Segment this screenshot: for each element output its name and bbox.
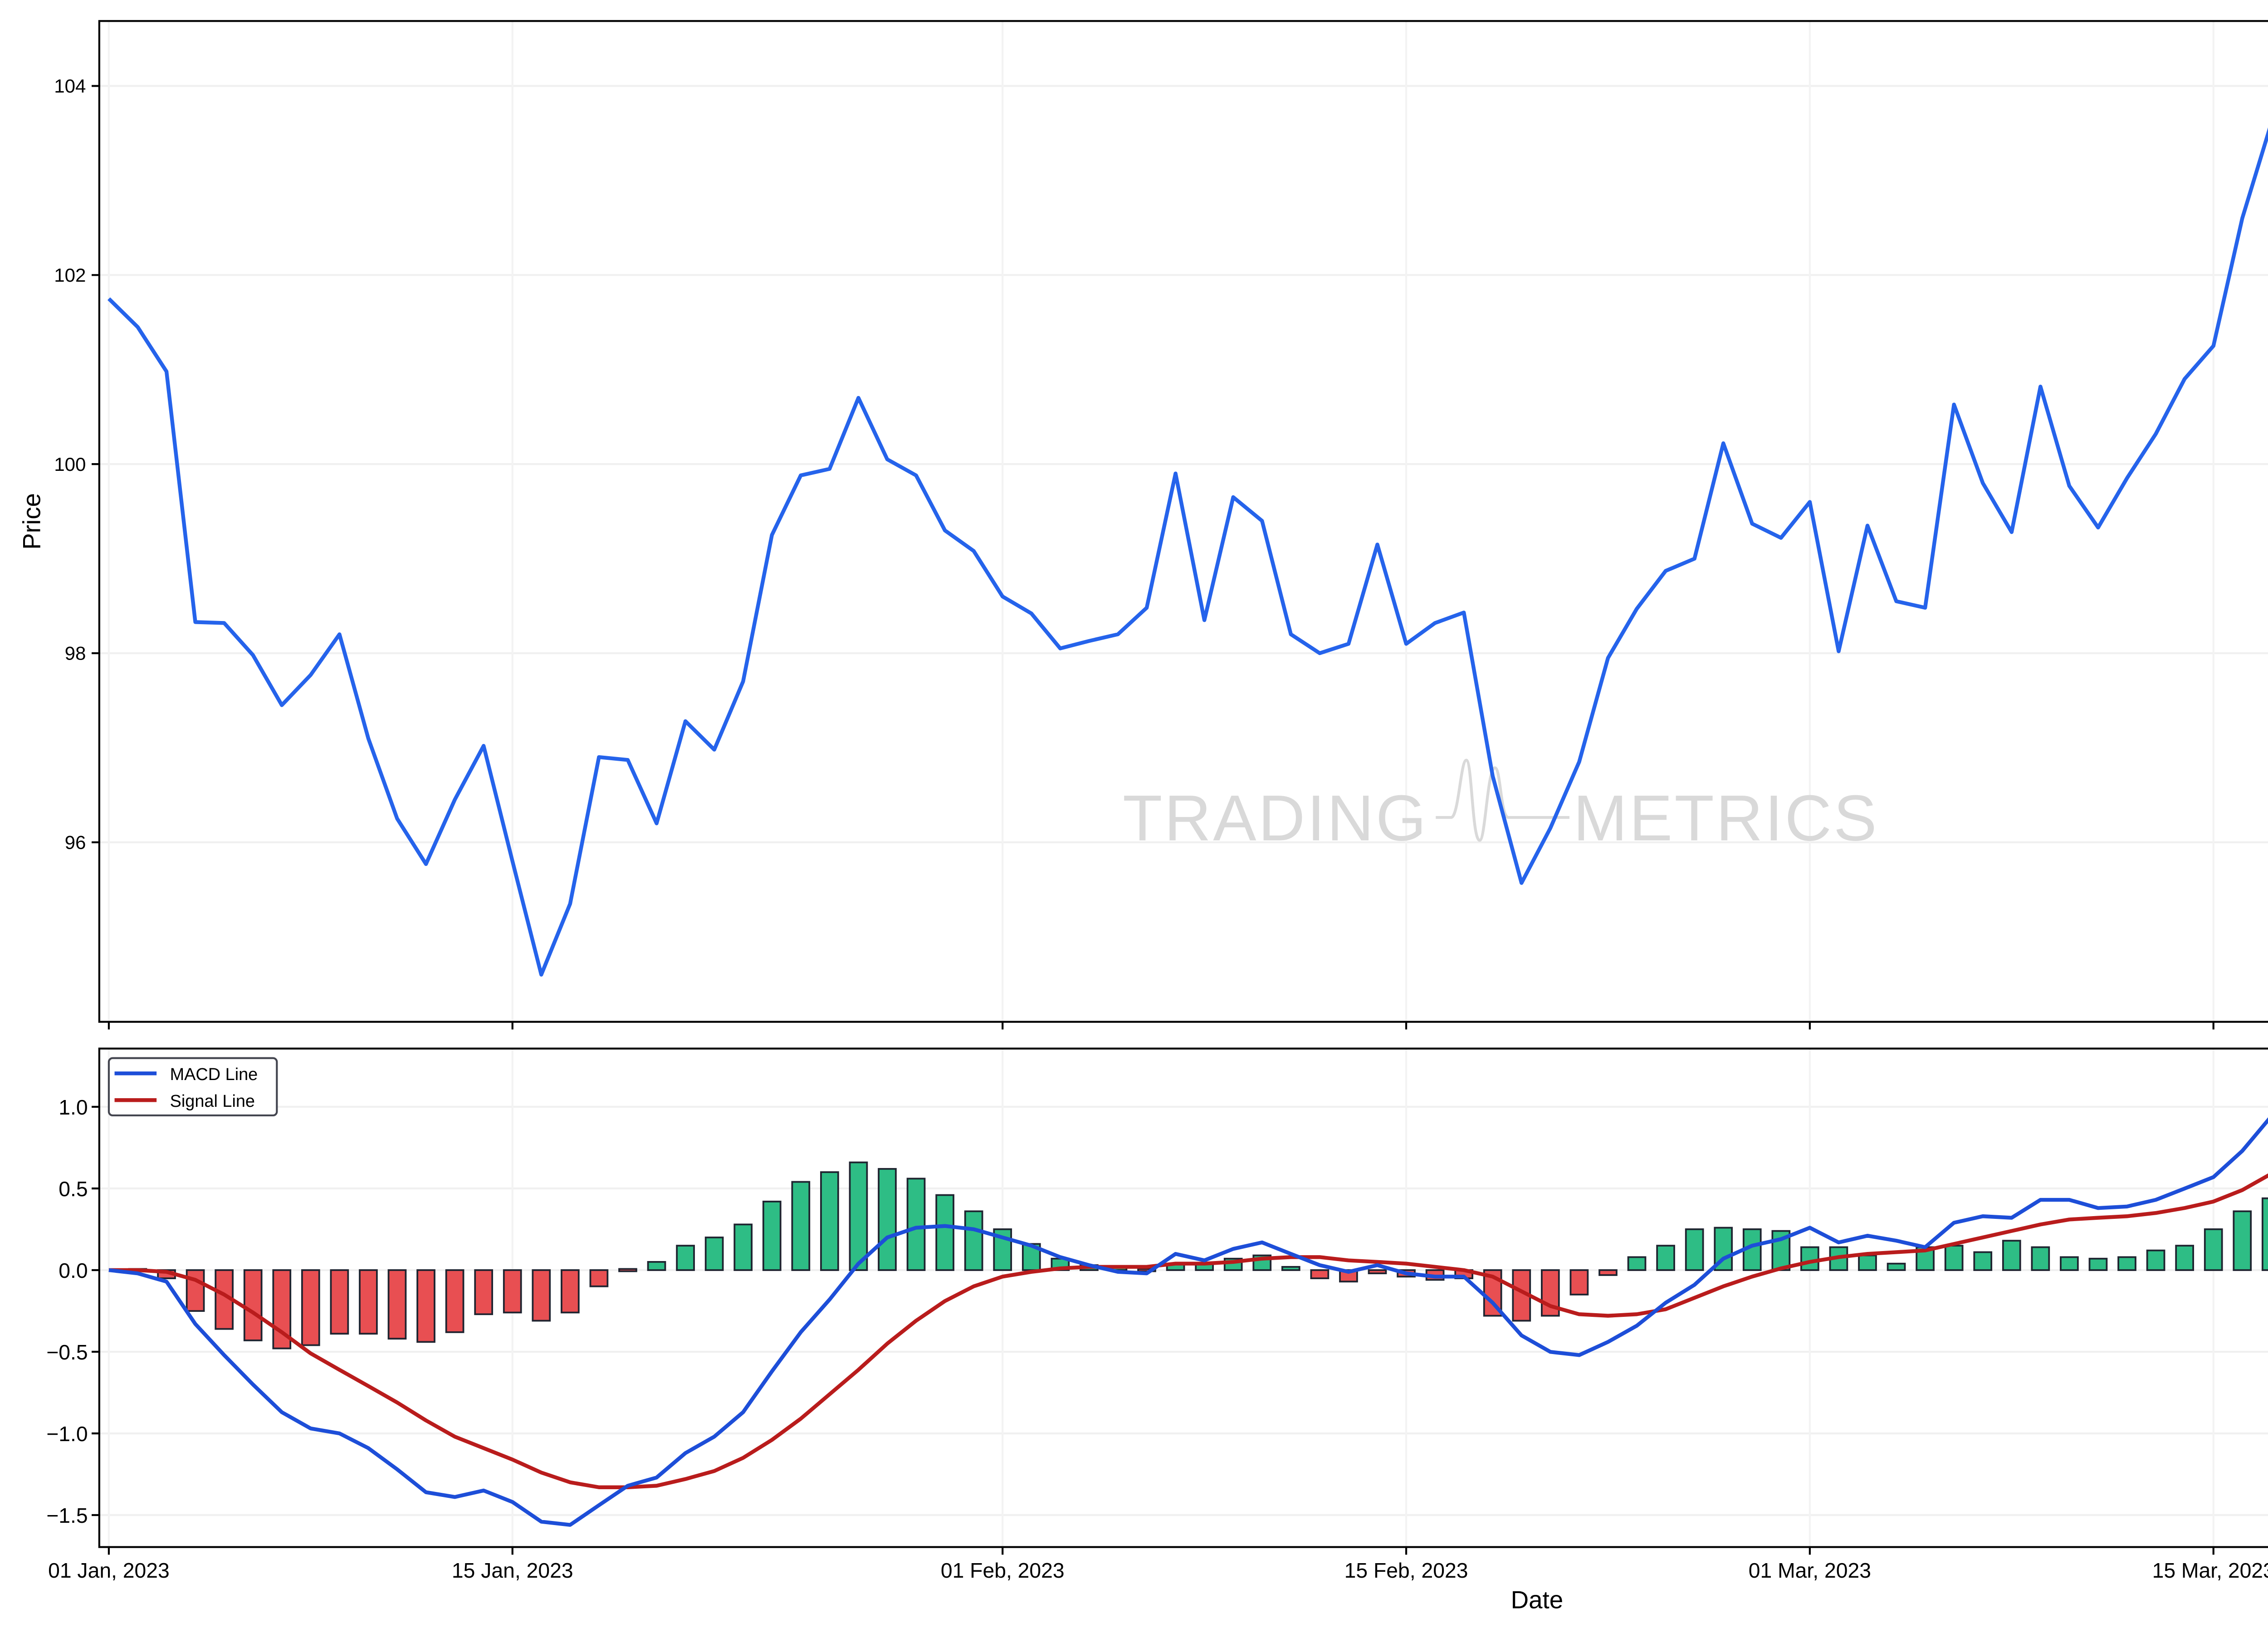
- macd-histogram: [128, 1161, 2268, 1349]
- x-tick-label: 15 Mar, 2023: [2152, 1559, 2268, 1582]
- histogram-bar: [791, 1181, 811, 1271]
- histogram-bar: [935, 1194, 954, 1271]
- legend-macd-label: MACD Line: [170, 1065, 258, 1084]
- histogram-bar: [1656, 1245, 1675, 1271]
- x-tick-label: 01 Feb, 2023: [941, 1559, 1065, 1582]
- histogram-bar: [2261, 1197, 2268, 1271]
- macd-y-tick-label: −0.5: [46, 1340, 88, 1364]
- watermark-text-right: METRICS: [1573, 782, 1878, 855]
- histogram-bar: [906, 1178, 926, 1271]
- macd-plot-frame: [98, 1047, 2268, 1548]
- macd-y-tick-label: −1.5: [46, 1504, 88, 1527]
- price-y-axis-label: Price: [17, 493, 45, 550]
- histogram-bar: [647, 1261, 666, 1271]
- macd-y-tick-label: 0.0: [59, 1259, 88, 1282]
- macd-y-tick-label: 1.0: [59, 1095, 88, 1119]
- histogram-bar: [1944, 1245, 1964, 1271]
- macd-panel: −1.5 −1.0 −0.5 0.0 0.5 1.0 01 Jan, 2023 15 Jan…: [46, 1047, 2268, 1613]
- histogram-bar: [849, 1161, 868, 1271]
- histogram-bar: [964, 1210, 983, 1271]
- price-y-tick-label: 100: [54, 454, 86, 475]
- x-axis-label: Date: [1511, 1585, 1564, 1613]
- histogram-bar: [1887, 1262, 1906, 1271]
- histogram-bar: [561, 1269, 580, 1314]
- histogram-bar: [503, 1269, 522, 1314]
- histogram-bar: [532, 1269, 551, 1322]
- histogram-bar: [733, 1223, 753, 1271]
- histogram-bar: [2031, 1246, 2050, 1271]
- histogram-bar: [1281, 1266, 1300, 1271]
- histogram-bar: [2204, 1228, 2223, 1271]
- price-y-axis: 96 98 100 102 104: [54, 75, 99, 853]
- histogram-bar: [1800, 1246, 1819, 1271]
- histogram-bar: [416, 1269, 435, 1343]
- histogram-bar: [474, 1269, 494, 1315]
- histogram-bar: [1685, 1228, 1704, 1271]
- histogram-bar: [1973, 1251, 1993, 1271]
- macd-y-tick-label: 0.5: [59, 1177, 88, 1201]
- price-x-ticks: [108, 1022, 2214, 1030]
- x-tick-label: 01 Jan, 2023: [48, 1559, 170, 1582]
- watermark-text-left: TRADING: [1123, 782, 1428, 855]
- histogram-bar: [387, 1269, 407, 1340]
- histogram-bar: [1368, 1269, 1387, 1275]
- histogram-bar: [272, 1269, 292, 1349]
- histogram-bar: [359, 1269, 378, 1335]
- histogram-bar: [1598, 1269, 1618, 1276]
- histogram-bar: [445, 1269, 464, 1333]
- x-tick-label: 15 Feb, 2023: [1344, 1559, 1468, 1582]
- macd-legend: MACD Line Signal Line: [108, 1057, 278, 1117]
- histogram-bar: [820, 1171, 839, 1271]
- price-y-tick-label: 104: [54, 75, 86, 97]
- histogram-bar: [878, 1168, 897, 1271]
- watermark-wave-icon: [1436, 758, 1569, 842]
- watermark: TRADING METRICS: [1123, 758, 1878, 855]
- histogram-bar: [1569, 1269, 1589, 1296]
- histogram-bar: [762, 1200, 782, 1271]
- histogram-bar: [2002, 1240, 2021, 1271]
- price-y-tick-label: 98: [65, 643, 86, 664]
- histogram-bar: [2060, 1256, 2079, 1271]
- histogram-bar: [618, 1268, 637, 1272]
- x-tick-label: 15 Jan, 2023: [452, 1559, 573, 1582]
- legend-signal-label: Signal Line: [170, 1092, 255, 1111]
- histogram-bar: [2117, 1256, 2136, 1271]
- macd-y-tick-label: −1.0: [46, 1422, 88, 1446]
- histogram-bar: [1714, 1227, 1733, 1271]
- histogram-bar: [2175, 1245, 2194, 1271]
- x-tick-label: 01 Mar, 2023: [1749, 1559, 1871, 1582]
- macd-x-axis: 01 Jan, 2023 15 Jan, 2023 01 Feb, 2023 15 F…: [48, 1547, 2268, 1582]
- price-y-tick-label: 102: [54, 264, 86, 286]
- histogram-bar: [2233, 1210, 2252, 1271]
- price-y-tick-label: 96: [65, 832, 86, 853]
- histogram-bar: [676, 1245, 695, 1271]
- macd-line: [108, 1117, 2268, 1527]
- macd-gridlines: [99, 1048, 2268, 1547]
- macd-y-axis: −1.5 −1.0 −0.5 0.0 0.5 1.0: [46, 1095, 99, 1527]
- histogram-bar: [330, 1269, 349, 1335]
- histogram-bar: [2146, 1249, 2165, 1271]
- histogram-bar: [301, 1269, 320, 1346]
- signal-line: [108, 1173, 2268, 1489]
- histogram-bar: [589, 1269, 609, 1287]
- histogram-bar: [1310, 1269, 1330, 1280]
- histogram-bar: [1627, 1256, 1647, 1271]
- histogram-bar: [704, 1237, 724, 1271]
- histogram-bar: [1858, 1254, 1877, 1271]
- histogram-bar: [243, 1269, 263, 1341]
- price-plot-frame: [98, 20, 2268, 1023]
- price-line: [107, 127, 2268, 977]
- histogram-bar: [2088, 1257, 2108, 1271]
